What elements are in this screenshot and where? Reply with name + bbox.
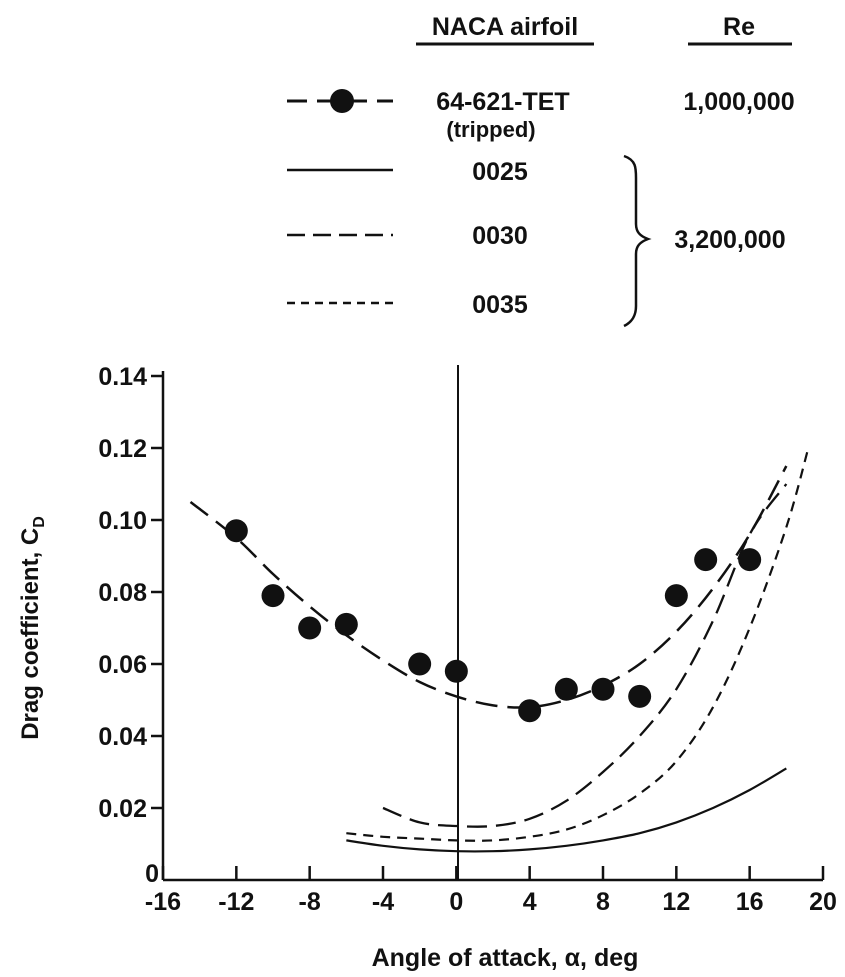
markers — [224, 519, 762, 723]
data-point-64-621-tet — [628, 684, 652, 708]
legend-re-3200000: 3,200,000 — [674, 226, 785, 254]
y-tick-label: 0.08 — [98, 579, 147, 607]
x-ticks: -16 -12 -8 -4 0 4 8 12 16 20 — [145, 866, 837, 916]
legend-marker-64-621-tet — [330, 89, 354, 113]
axes — [161, 365, 823, 882]
y-tick-label: 0.06 — [98, 651, 147, 679]
curves — [189, 447, 810, 853]
legend-label-0025: 0025 — [472, 158, 528, 186]
y-ticks: 0 0.02 0.04 0.06 0.08 0.10 0.12 0.14 — [98, 363, 163, 888]
legend-header-airfoil: NACA airfoil — [432, 13, 578, 41]
y-axis-label-subscript: D — [31, 516, 48, 528]
legend-bracket — [623, 154, 652, 328]
data-point-64-621-tet — [518, 699, 542, 723]
legend-header-re: Re — [723, 13, 755, 41]
x-tick-label: 20 — [809, 888, 837, 916]
legend-label-64-621-tet: 64-621-TET — [436, 88, 569, 116]
legend-label-0035: 0035 — [472, 291, 528, 319]
x-tick-label: 12 — [662, 888, 690, 916]
legend-re-1000000: 1,000,000 — [683, 88, 794, 116]
data-point-64-621-tet — [261, 584, 285, 608]
x-axis-label: Angle of attack, α, deg — [372, 944, 639, 972]
y-tick-label: 0 — [145, 860, 159, 888]
y-tick-label: 0.02 — [98, 795, 147, 823]
x-tick-label: -8 — [299, 888, 321, 916]
curve-0030 — [382, 483, 788, 828]
y-axis-label: Drag coefficient, CD — [17, 516, 48, 740]
legend-sublabel-tripped: (tripped) — [446, 117, 535, 142]
curve-64-621-tet — [189, 465, 788, 709]
y-tick-label: 0.04 — [98, 723, 147, 751]
data-point-64-621-tet — [444, 659, 468, 683]
data-point-64-621-tet — [554, 677, 578, 701]
data-point-64-621-tet — [408, 652, 432, 676]
data-point-64-621-tet — [334, 612, 358, 636]
legend-label-0030: 0030 — [472, 222, 528, 250]
data-point-64-621-tet — [591, 677, 615, 701]
x-tick-label: 8 — [596, 888, 610, 916]
y-tick-label: 0.14 — [98, 363, 147, 391]
y-axis-label-group: Drag coefficient, CD — [17, 516, 48, 740]
curve-0035 — [346, 447, 810, 842]
x-tick-label: -4 — [372, 888, 394, 916]
data-point-64-621-tet — [738, 548, 762, 572]
x-tick-label: 0 — [449, 888, 463, 916]
data-point-64-621-tet — [224, 519, 248, 543]
legend: NACA airfoil Re 64-621-TET (tripped) 1,0… — [287, 13, 795, 328]
y-axis-label-main: Drag coefficient, C — [17, 528, 44, 740]
x-tick-label: 16 — [736, 888, 764, 916]
data-point-64-621-tet — [664, 584, 688, 608]
data-point-64-621-tet — [298, 616, 322, 640]
y-tick-label: 0.10 — [98, 507, 147, 535]
curve-0025 — [346, 767, 787, 853]
x-tick-label: 4 — [523, 888, 537, 916]
data-point-64-621-tet — [694, 548, 718, 572]
x-tick-label: -12 — [218, 888, 254, 916]
x-tick-label: -16 — [145, 888, 181, 916]
y-tick-label: 0.12 — [98, 435, 147, 463]
